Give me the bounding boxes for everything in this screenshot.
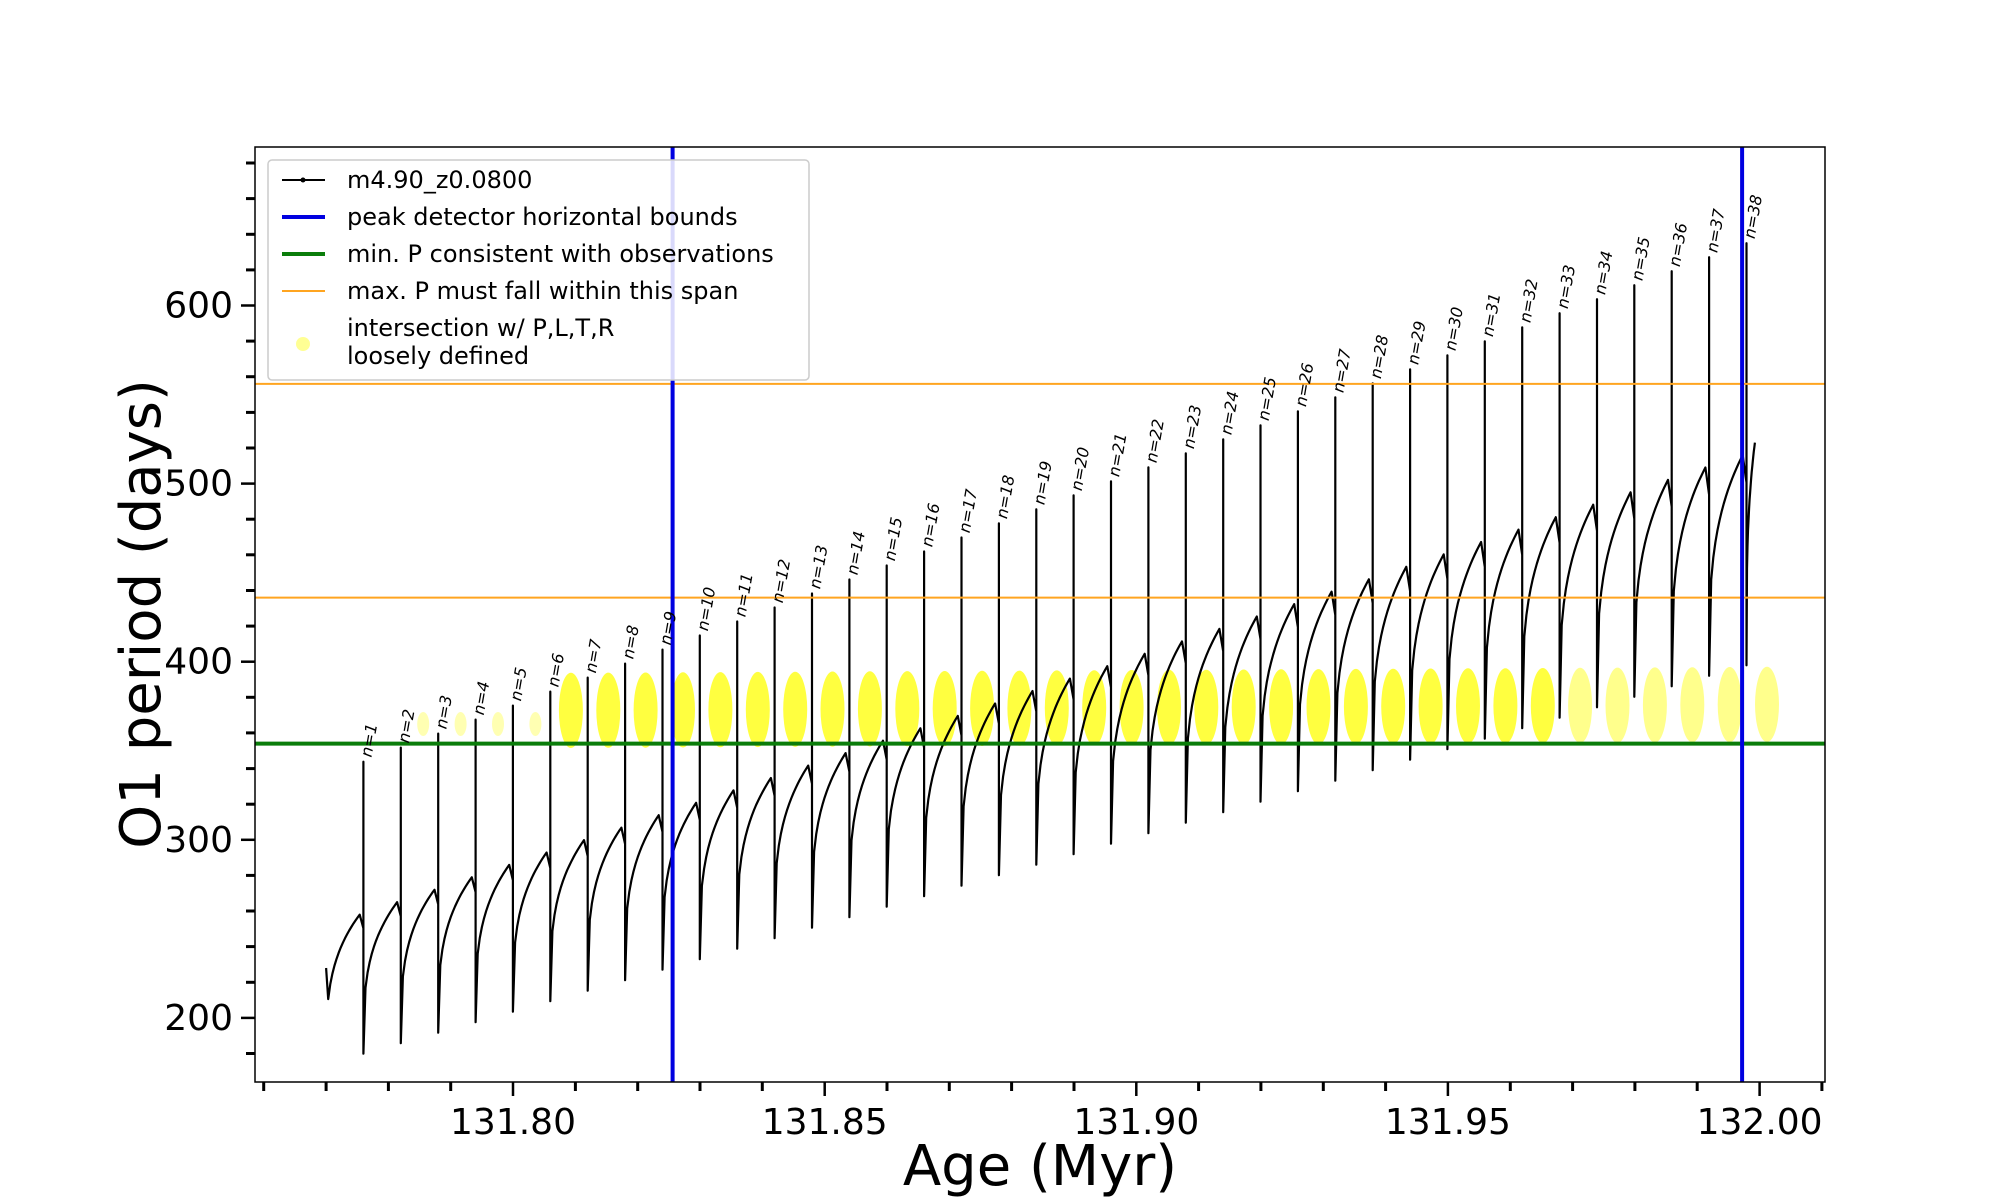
intersection-region <box>596 672 621 748</box>
intersection-region <box>932 671 957 747</box>
legend-label-series: m4.90_z0.0800 <box>347 166 532 194</box>
intersection-region <box>1157 669 1181 746</box>
intersection-region <box>1007 670 1032 746</box>
intersection-region <box>1119 670 1144 746</box>
intersection-region <box>1082 670 1107 746</box>
y-tick-label: 400 <box>164 642 233 683</box>
intersection-region <box>1306 669 1331 745</box>
intersection-region <box>1642 667 1667 743</box>
intersection-region <box>970 670 995 747</box>
intersection-region <box>895 671 920 747</box>
intersection-region <box>492 712 504 736</box>
legend: m4.90_z0.0800 peak detector horizontal b… <box>267 159 810 381</box>
intersection-region <box>1269 669 1294 745</box>
legend-label-min-period: min. P consistent with observations <box>347 240 774 268</box>
x-tick-label: 131.80 <box>450 1102 576 1143</box>
intersection-region <box>1755 666 1779 743</box>
x-tick-label: 132.00 <box>1697 1102 1823 1143</box>
intersection-region <box>1381 668 1406 744</box>
legend-swatch-intersection <box>296 337 310 351</box>
intersection-region <box>1717 667 1742 743</box>
intersection-region <box>1530 668 1555 744</box>
intersection-region <box>633 672 658 748</box>
x-tick-label: 131.90 <box>1073 1102 1199 1143</box>
intersection-region <box>454 712 467 736</box>
intersection-region <box>417 712 430 736</box>
y-tick-label: 600 <box>164 286 233 327</box>
intersection-region <box>745 671 770 748</box>
intersection-region <box>783 671 808 747</box>
intersection-region <box>1568 667 1593 744</box>
intersection-region <box>529 712 542 736</box>
intersection-region <box>1680 667 1705 743</box>
data-layer <box>325 242 1779 1055</box>
intersection-region <box>1493 668 1518 744</box>
legend-frame <box>267 159 810 381</box>
intersection-region <box>820 671 845 747</box>
y-tick-label: 300 <box>164 820 233 861</box>
series-line <box>325 242 1756 1055</box>
legend-label-max-period: max. P must fall within this span <box>347 277 738 305</box>
intersection-region <box>1456 668 1480 744</box>
intersection-region <box>558 672 583 749</box>
legend-label-peak-bounds: peak detector horizontal bounds <box>347 203 738 231</box>
y-tick-label: 500 <box>164 464 233 505</box>
x-tick-label: 131.85 <box>762 1102 888 1143</box>
y-tick-label: 200 <box>164 998 233 1039</box>
intersection-region <box>857 671 882 747</box>
y-axis-title: O1 period (days) <box>109 379 174 849</box>
axes: 200 300 400 500 600 131.80 131.85 131.90 131.95 1… <box>164 161 1824 1143</box>
intersection-region <box>1605 667 1630 743</box>
legend-label-intersection: intersection w/ P,L,T,R <box>347 314 614 342</box>
intersection-region <box>1231 669 1256 745</box>
intersection-region <box>1194 669 1219 745</box>
x-tick-label: 131.95 <box>1385 1102 1511 1143</box>
intersection-region <box>1418 668 1443 744</box>
plot-frame <box>254 146 1826 1083</box>
intersection-region <box>671 672 695 748</box>
x-axis-title: Age (Myr) <box>903 1134 1177 1199</box>
intersection-region <box>1044 670 1069 746</box>
legend-swatch-series-marker <box>300 177 306 183</box>
legend-label-intersection-line2: loosely defined <box>347 342 529 370</box>
intersection-region <box>708 672 733 748</box>
intersection-region <box>1343 668 1368 745</box>
